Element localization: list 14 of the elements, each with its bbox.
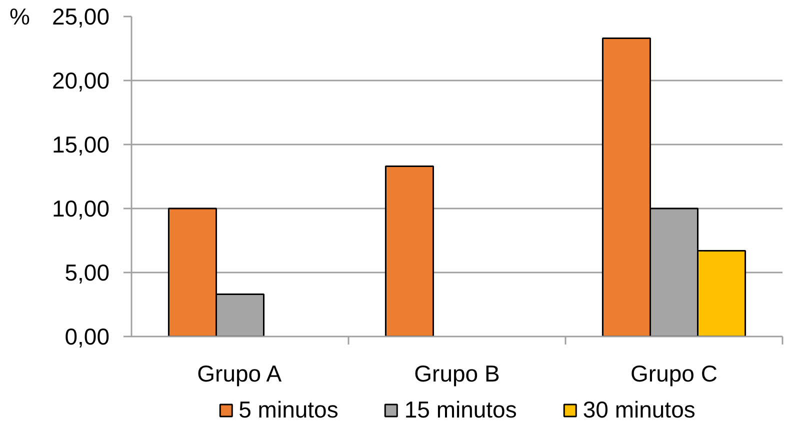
legend-label: 15 minutos <box>404 396 517 424</box>
y-tick-label: 25,00 <box>52 4 110 30</box>
y-tick-label: 5,00 <box>64 260 110 286</box>
bar <box>384 166 434 336</box>
legend-label: 5 minutos <box>238 396 338 424</box>
y-tick-label: 15,00 <box>52 132 110 158</box>
y-axis-title: % <box>9 4 30 30</box>
x-tick-label: Grupo B <box>414 360 500 386</box>
legend-label: 30 minutos <box>582 396 696 424</box>
y-tick-label: 0,00 <box>64 324 110 350</box>
y-tick-label: 10,00 <box>52 196 110 222</box>
x-tick-label: Grupo C <box>630 360 718 386</box>
x-tick-label: Grupo A <box>197 360 282 386</box>
y-tick-label: 20,00 <box>52 68 110 94</box>
